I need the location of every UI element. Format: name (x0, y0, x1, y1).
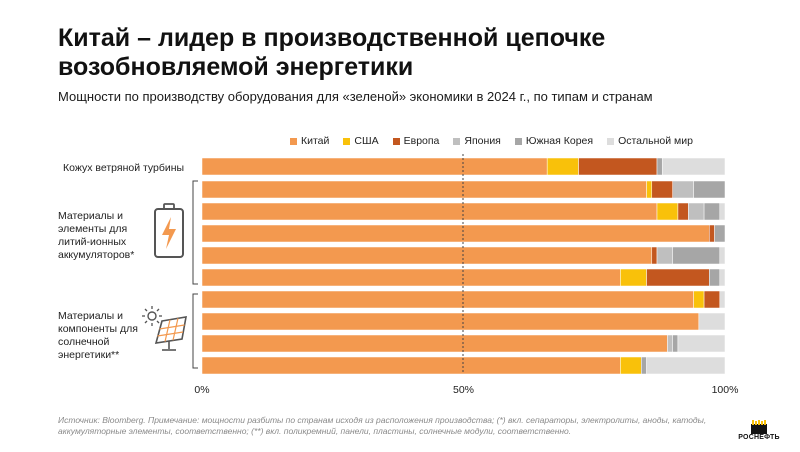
bar-segment (641, 356, 647, 375)
label-batteries: Материалы и элементы для литий-ионных ак… (58, 210, 135, 261)
legend-label: Китай (301, 135, 330, 147)
bar-segment (656, 157, 663, 176)
legend-swatch (290, 137, 297, 145)
bracket-solar (192, 293, 198, 369)
bar-segment (646, 268, 710, 287)
battery-icon (154, 203, 184, 258)
bar-segment (703, 290, 721, 309)
bar-segment (201, 202, 658, 221)
bar-segment (677, 202, 689, 221)
bar-segment (620, 268, 647, 287)
solar-panel-icon (142, 306, 187, 351)
legend-swatch (392, 137, 400, 145)
bar-segment (677, 334, 726, 353)
x-tick-label: 0% (194, 384, 209, 396)
legend-item: Китай (290, 134, 329, 148)
page-subtitle: Мощности по производству оборудования дл… (58, 89, 653, 104)
rosneft-logo: РОСНЕФТЬ (729, 420, 789, 446)
bar-segment (651, 246, 658, 265)
legend-item: Южная Корея (514, 134, 594, 148)
legend-swatch (607, 137, 615, 145)
bar-segment (656, 246, 673, 265)
bar-segment (201, 224, 710, 243)
page-title: Китай – лидер в производственной цепочке… (58, 24, 698, 82)
bar-segment (719, 246, 726, 265)
bar-segment (698, 312, 726, 331)
bar-segment (646, 356, 726, 375)
bar-segment (661, 157, 726, 176)
logo-text: РОСНЕФТЬ (738, 434, 780, 441)
title-line-2: возобновляемой энергетики (58, 53, 414, 81)
bar-segment (201, 334, 668, 353)
bar-segment (201, 157, 548, 176)
logo-mark (751, 420, 767, 434)
bar-segment (201, 356, 621, 375)
legend-item: США (343, 134, 379, 148)
bar-segment (201, 180, 647, 199)
bar-segment (719, 268, 726, 287)
bar-segment (693, 180, 726, 199)
legend-item: Остальной мир (607, 134, 693, 148)
bar-segment (719, 290, 726, 309)
bar-segment (709, 268, 721, 287)
bar-segment (620, 356, 642, 375)
bar-segment (672, 246, 721, 265)
bar-segment (651, 180, 673, 199)
legend-label: США (354, 135, 379, 147)
bar-segment (667, 334, 673, 353)
legend-item: Япония (453, 134, 501, 148)
x-tick-label: 50% (453, 384, 474, 396)
bar-segment (672, 180, 694, 199)
legend-swatch (514, 137, 522, 145)
source-footnote: Источник: Bloomberg. Примечание: мощност… (58, 415, 707, 436)
bar-segment (688, 202, 705, 221)
legend-label: Япония (464, 135, 501, 147)
bar-segment (693, 290, 705, 309)
legend-label: Европа (403, 135, 440, 147)
x-tick-label: 100% (712, 384, 739, 396)
bar-segment (201, 290, 694, 309)
title-line-1: Китай – лидер в производственной цепочке (58, 24, 606, 52)
bar-segment (201, 268, 621, 287)
bar-segment (201, 312, 700, 331)
legend-swatch (343, 137, 351, 145)
label-solar: Материалы и компоненты для солнечной эне… (58, 310, 138, 361)
label-wind-turbine: Кожух ветряной турбины (63, 162, 185, 174)
bar-segment (578, 157, 658, 176)
legend-label: Остальной мир (618, 135, 693, 147)
bar-segment (709, 224, 715, 243)
bar-segment (719, 202, 726, 221)
bar-segment (546, 157, 579, 176)
chart-legend: Китай США Европа Япония Южная Корея Остальной… (290, 134, 693, 148)
bar-segment (714, 224, 726, 243)
bar-segment (703, 202, 721, 221)
bar-segment (672, 334, 679, 353)
legend-item: Европа (392, 134, 440, 148)
bar-segment (656, 202, 679, 221)
bar-segment (201, 246, 653, 265)
bracket-batteries (192, 180, 198, 285)
legend-swatch (453, 137, 461, 145)
bar-segment (646, 180, 653, 199)
legend-label: Южная Корея (525, 135, 594, 147)
